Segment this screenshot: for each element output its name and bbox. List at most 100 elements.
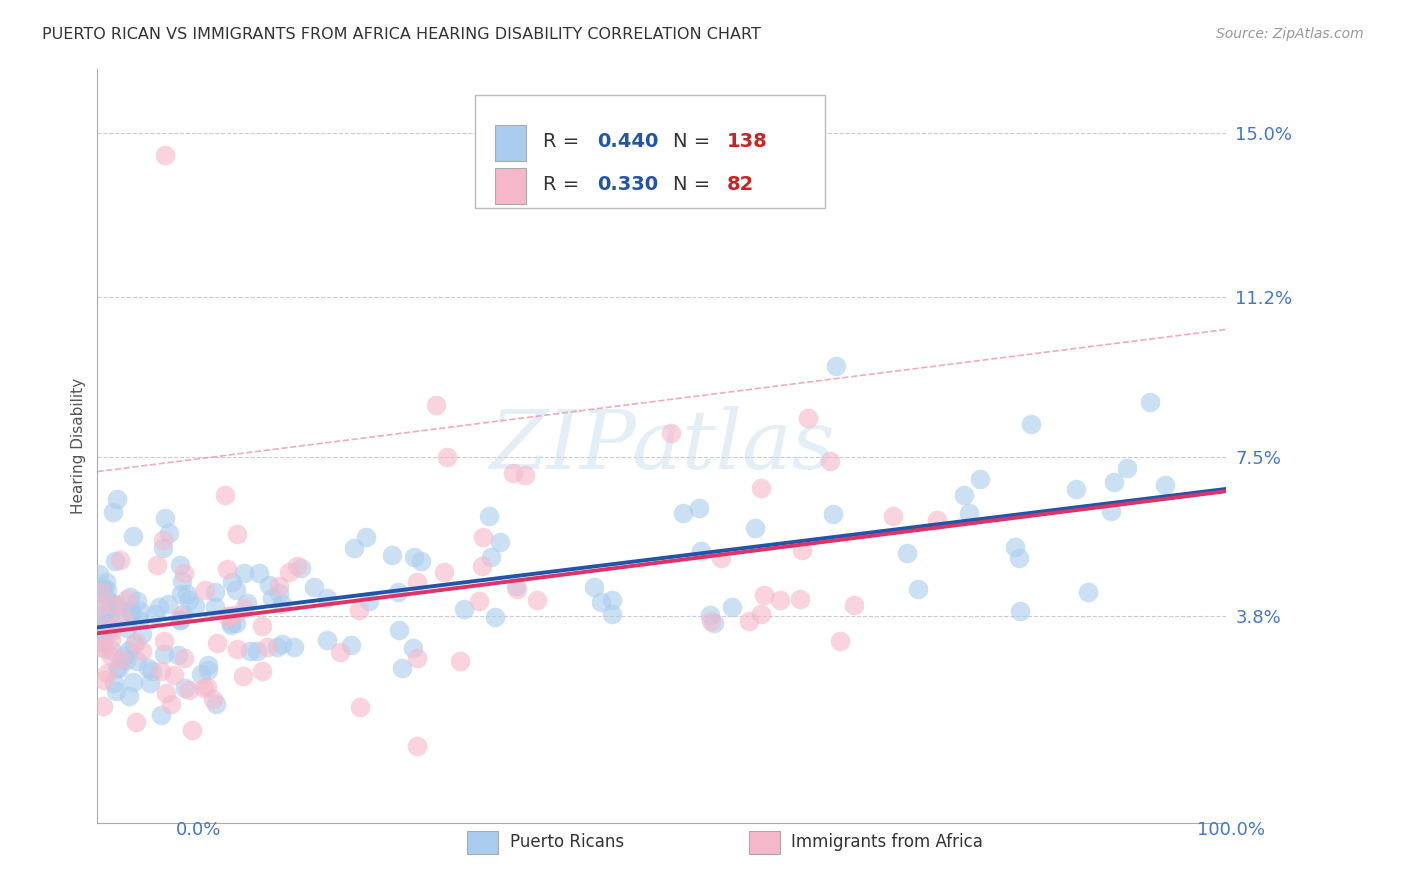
Point xyxy=(225,616,247,631)
Point xyxy=(225,583,247,598)
Point xyxy=(267,579,290,593)
Text: PUERTO RICAN VS IMMIGRANTS FROM AFRICA HEARING DISABILITY CORRELATION CHART: PUERTO RICAN VS IMMIGRANTS FROM AFRICA H… xyxy=(42,27,761,42)
Point xyxy=(184,599,207,613)
Point xyxy=(89,640,111,654)
Point xyxy=(661,425,683,440)
Point xyxy=(91,580,114,594)
Point xyxy=(1104,475,1126,490)
Text: R =: R = xyxy=(543,176,585,194)
Point xyxy=(204,585,226,599)
Point xyxy=(100,642,122,657)
Point xyxy=(107,661,129,675)
Point xyxy=(100,648,122,663)
Point xyxy=(100,632,122,647)
Point xyxy=(329,644,352,658)
Point xyxy=(738,614,761,628)
Point xyxy=(125,715,148,730)
Point xyxy=(89,599,111,614)
Point xyxy=(505,579,527,593)
Point xyxy=(152,647,174,661)
Point xyxy=(105,599,128,614)
Point xyxy=(285,558,308,573)
Point xyxy=(110,651,132,665)
Y-axis label: Hearing Disability: Hearing Disability xyxy=(72,378,86,514)
Point xyxy=(789,591,811,606)
Point xyxy=(925,513,948,527)
Point xyxy=(138,661,160,675)
Point xyxy=(246,644,269,658)
Point xyxy=(93,587,115,601)
Point xyxy=(96,583,118,598)
Point xyxy=(359,594,381,608)
Point xyxy=(104,597,127,611)
Point xyxy=(425,398,447,412)
Point xyxy=(205,697,228,711)
Point xyxy=(354,530,377,544)
Point xyxy=(769,592,792,607)
Point xyxy=(349,603,371,617)
Point xyxy=(703,615,725,630)
Point xyxy=(148,600,170,615)
Point xyxy=(219,618,242,632)
Point xyxy=(749,607,772,621)
Text: N =: N = xyxy=(673,132,716,152)
Point xyxy=(101,505,124,519)
Text: N =: N = xyxy=(673,176,716,194)
Point xyxy=(381,548,404,562)
Point xyxy=(957,507,980,521)
Point xyxy=(120,590,142,604)
Point xyxy=(93,640,115,655)
Point xyxy=(232,601,254,615)
FancyBboxPatch shape xyxy=(475,95,825,208)
Point xyxy=(582,580,605,594)
Text: Immigrants from Africa: Immigrants from Africa xyxy=(790,833,983,851)
Point xyxy=(453,602,475,616)
Point xyxy=(283,640,305,654)
Point xyxy=(104,684,127,698)
Point xyxy=(112,611,135,625)
Point xyxy=(115,621,138,635)
Point xyxy=(267,586,290,600)
Point xyxy=(343,541,366,556)
Point xyxy=(90,635,112,649)
Text: 100.0%: 100.0% xyxy=(1198,821,1265,838)
Text: 138: 138 xyxy=(727,132,768,152)
Point xyxy=(100,607,122,621)
Point xyxy=(391,661,413,675)
Point xyxy=(219,616,242,631)
Point xyxy=(402,550,425,565)
Point xyxy=(103,598,125,612)
Point xyxy=(688,500,710,515)
Point xyxy=(387,585,409,599)
Point xyxy=(506,582,529,596)
Point xyxy=(169,609,191,624)
Point xyxy=(155,686,177,700)
Point xyxy=(247,566,270,580)
Point xyxy=(157,526,180,541)
Text: ZIPatlas: ZIPatlas xyxy=(489,406,834,486)
Text: R =: R = xyxy=(543,132,585,152)
Text: Puerto Ricans: Puerto Ricans xyxy=(510,833,624,851)
Point xyxy=(842,599,865,613)
Point xyxy=(90,584,112,599)
Point xyxy=(349,699,371,714)
Point xyxy=(93,619,115,633)
Point xyxy=(1008,604,1031,618)
Point xyxy=(315,591,337,606)
Point xyxy=(112,649,135,664)
Point xyxy=(173,651,195,665)
Point xyxy=(96,619,118,633)
Point xyxy=(526,592,548,607)
Point xyxy=(790,542,813,557)
Point xyxy=(710,550,733,565)
Point xyxy=(215,608,238,623)
Point xyxy=(146,558,169,572)
Point xyxy=(156,597,179,611)
Point xyxy=(205,636,228,650)
Point xyxy=(672,506,695,520)
Point xyxy=(169,613,191,627)
Point xyxy=(278,565,301,579)
Point xyxy=(89,608,111,623)
Point xyxy=(131,627,153,641)
Point xyxy=(502,467,524,481)
